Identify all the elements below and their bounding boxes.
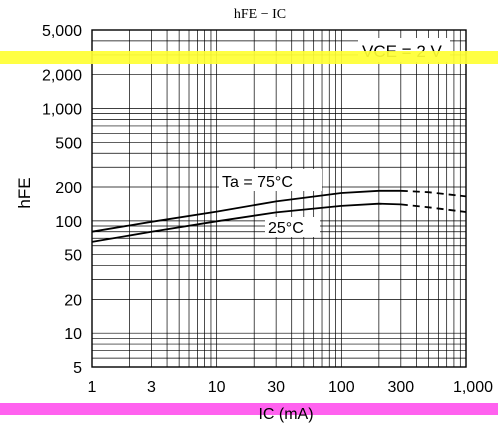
x-tick-label: 10 [208, 379, 226, 396]
series-label-75c-bg [219, 169, 322, 191]
y-tick-label: 5 [73, 360, 82, 377]
highlight-band-magenta [0, 403, 498, 415]
y-tick-label: 50 [64, 248, 82, 265]
series-label-75c: Ta = 75°C [222, 174, 293, 191]
series-layer [91, 189, 467, 243]
chart-title: hFE − IC [234, 7, 286, 22]
series-label-25c: 25°C [268, 220, 304, 237]
y-tick-label: 20 [64, 292, 82, 309]
y-tick-label: 100 [55, 214, 82, 231]
y-tick-label: 500 [55, 135, 82, 152]
x-tick-label: 30 [267, 379, 285, 396]
y-tick-label: 200 [55, 180, 82, 197]
y-tick-label: 5,000 [42, 23, 82, 40]
series-label-25c-bg [265, 217, 320, 237]
y-axis-label: hFE [15, 177, 34, 208]
series-line-0 [91, 189, 401, 233]
series-line-dashed-0 [400, 189, 467, 198]
x-tick-label: 300 [387, 379, 414, 396]
y-tick-label: 10 [64, 326, 82, 343]
y-axis-ticks: 5,000 2,000 1,000 500 200 100 50 20 10 5 [42, 23, 82, 377]
series-line-1 [91, 202, 401, 243]
x-tick-label: 1 [88, 379, 97, 396]
highlight-band-yellow [0, 51, 498, 64]
x-tick-label: 1,000 [453, 379, 493, 396]
x-tick-label: 100 [328, 379, 355, 396]
x-axis-ticks: 1 3 10 30 100 300 1,000 [88, 379, 494, 396]
x-axis-label: IC (mA) [258, 406, 313, 423]
x-tick-label: 3 [147, 379, 156, 396]
y-tick-label: 1,000 [42, 102, 82, 119]
grid [92, 30, 466, 367]
series-line-dashed-1 [400, 203, 467, 213]
plot-frame [91, 29, 467, 368]
y-tick-label: 2,000 [42, 68, 82, 85]
